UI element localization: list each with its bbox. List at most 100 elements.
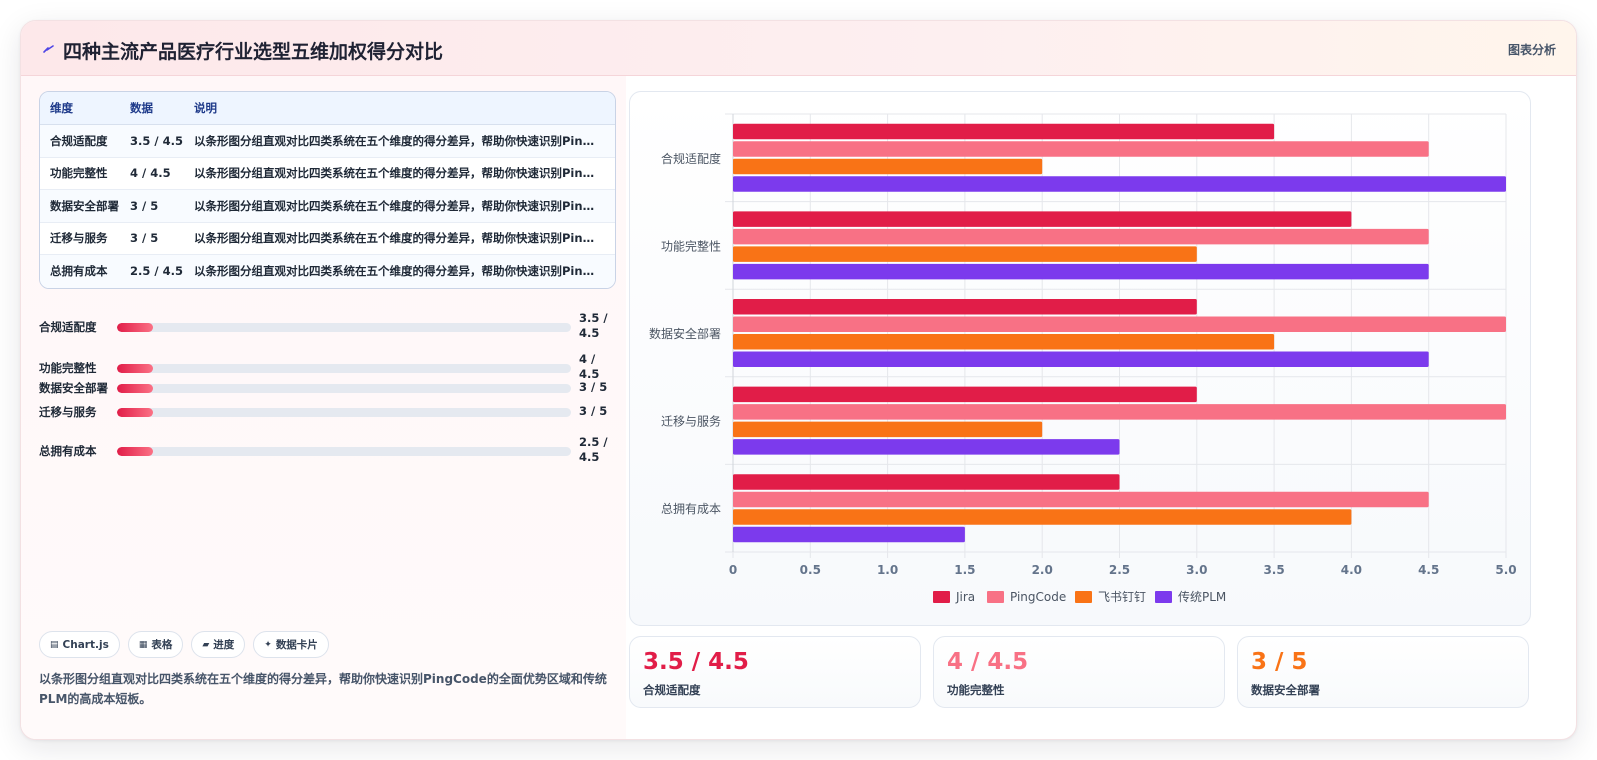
x-tick-label: 1.5 (954, 563, 975, 577)
progress-label: 合规适配度 (39, 320, 97, 334)
x-tick-label: 0 (729, 563, 737, 577)
progress-track (117, 447, 571, 456)
stat-value: 3 / 5 (1251, 649, 1308, 675)
table-row: 迁移与服务 3 / 5 以条形图分组直观对比四类系统在五个维度的得分差异，帮助你快速… (40, 223, 615, 255)
chip[interactable]: ✦ 数据卡片 (253, 631, 329, 658)
chip-icon: ▰ (202, 639, 210, 650)
progress-value: 3.5 / 4.5 (579, 311, 608, 340)
chip-label: Chart.js (62, 638, 109, 651)
bar (733, 299, 1197, 315)
chip[interactable]: ▦ 表格 (127, 631, 184, 658)
bar (733, 228, 1429, 245)
legend-swatch (1155, 591, 1172, 603)
legend-label: PingCode (1010, 590, 1066, 604)
bar (733, 316, 1506, 332)
x-tick-label: 3.0 (1186, 563, 1207, 577)
column-header-note: 说明 (194, 101, 217, 115)
category-label: 总拥有成本 (661, 502, 721, 516)
description-text: 以条形图分组直观对比四类系统在五个维度的得分差异，帮助你快速识别PingCode… (39, 672, 607, 706)
x-tick-label: 2.0 (1032, 563, 1053, 577)
category-label: 功能完整性 (661, 238, 721, 253)
dimension-cell: 总拥有成本 (50, 264, 108, 279)
progress-label: 功能完整性 (39, 361, 97, 375)
x-tick-label: 5.0 (1495, 563, 1516, 577)
note-cell: 以条形图分组直观对比四类系统在五个维度的得分差异，帮助你快速识别PingCode… (194, 166, 615, 181)
legend-swatch (933, 591, 950, 603)
bar (733, 211, 1352, 227)
table-row: 合规适配度 3.5 / 4.5 以条形图分组直观对比四类系统在五个维度的得分差异，帮… (40, 125, 615, 158)
data-table: 维度 数据 说明 合规适配度 3.5 / 4.5 以条形图分组直观对比四类系统在五个… (39, 91, 616, 289)
progress-value: 4 / 4.5 (579, 352, 600, 381)
card-header: 四种主流产品医疗行业选型五维加权得分对比 图表分析 (21, 21, 1576, 76)
grouped-bar-chart: 0 0.5 1.0 1.5 2.0 2.5 3.0 3.5 4.0 4.5 5.0 合规适配度功能完整… (649, 113, 1517, 604)
table-body: 合规适配度 3.5 / 4.5 以条形图分组直观对比四类系统在五个维度的得分差异，帮… (40, 125, 615, 288)
progress-label: 迁移与服务 (39, 405, 97, 419)
category-label: 合规适配度 (661, 151, 721, 166)
progress-fill (117, 323, 154, 332)
table-row: 功能完整性 4 / 4.5 以条形图分组直观对比四类系统在五个维度的得分差异，帮助你… (40, 158, 615, 190)
stat-label: 功能完整性 (947, 683, 1005, 697)
category-label: 数据安全部署 (649, 326, 721, 341)
dimension-cell: 功能完整性 (50, 166, 108, 181)
progress-value: 3 / 5 (579, 404, 608, 418)
dimension-cell: 迁移与服务 (50, 231, 108, 246)
progress-value: 3 / 5 (579, 380, 608, 394)
chip-icon: ▤ (50, 639, 59, 650)
bar (733, 141, 1429, 157)
progress-track (117, 408, 571, 417)
x-tick-label: 2.5 (1109, 563, 1130, 577)
stat-card: 4 / 4.5 功能完整性 (933, 636, 1225, 708)
bar (733, 123, 1275, 140)
chip[interactable]: ▰ 进度 (191, 631, 246, 658)
chart-analysis-tag: 图表分析 (1507, 43, 1556, 57)
bar (733, 439, 1120, 455)
chip-icon: ✦ (264, 639, 272, 650)
stat-label: 合规适配度 (643, 683, 701, 697)
data-cell: 3.5 / 4.5 (130, 133, 183, 148)
data-cell: 4 / 4.5 (130, 166, 171, 181)
chip-label: 进度 (213, 639, 235, 651)
data-cell: 2.5 / 4.5 (130, 264, 183, 279)
chip[interactable]: ▤ Chart.js (39, 631, 120, 658)
bar (733, 509, 1352, 525)
chip-label: 表格 (151, 639, 173, 651)
progress-track (117, 364, 571, 373)
progress-track (117, 323, 571, 332)
note-cell: 以条形图分组直观对比四类系统在五个维度的得分差异，帮助你快速识别PingCode… (194, 231, 615, 246)
legend-label: Jira (955, 590, 975, 604)
note-cell: 以条形图分组直观对比四类系统在五个维度的得分差异，帮助你快速识别PingCode… (194, 198, 615, 213)
dimension-cell: 数据安全部署 (50, 198, 119, 213)
chip-label: 数据卡片 (275, 639, 318, 651)
table-header: 维度 数据 说明 (40, 92, 615, 125)
legend-swatch (987, 591, 1004, 603)
progress-value: 2.5 / 4.5 (579, 435, 608, 464)
stat-value: 4 / 4.5 (947, 649, 1029, 675)
progress-track (117, 384, 571, 393)
legend-swatch (1075, 591, 1092, 603)
category-label: 迁移与服务 (661, 414, 721, 429)
lightning-icon (43, 45, 54, 53)
stat-value: 3.5 / 4.5 (643, 649, 749, 675)
bar (733, 351, 1429, 367)
dashboard-card: 四种主流产品医疗行业选型五维加权得分对比 图表分析 维度 数据 说明 合规适配度… (20, 20, 1577, 740)
data-cell: 3 / 5 (130, 198, 159, 213)
bar (733, 421, 1043, 438)
note-cell: 以条形图分组直观对比四类系统在五个维度的得分差异，帮助你快速识别PingCode… (194, 133, 615, 148)
table-row: 数据安全部署 3 / 5 以条形图分组直观对比四类系统在五个维度的得分差异，帮助你快… (40, 190, 615, 223)
legend-label: 传统PLM (1178, 589, 1226, 604)
progress-label: 总拥有成本 (39, 444, 97, 458)
x-tick-label: 0.5 (800, 563, 821, 577)
x-tick-label: 3.5 (1263, 563, 1284, 577)
table-row: 总拥有成本 2.5 / 4.5 以条形图分组直观对比四类系统在五个维度的得分差异，帮… (40, 255, 615, 288)
stat-card: 3.5 / 4.5 合规适配度 (629, 636, 921, 708)
feature-chips: ▤ Chart.js ▦ 表格 ▰ 进度 ✦ 数据卡片 (39, 631, 329, 658)
note-cell: 以条形图分组直观对比四类系统在五个维度的得分差异，帮助你快速识别PingCode… (194, 264, 615, 279)
progress-fill (117, 408, 154, 417)
data-cell: 3 / 5 (130, 231, 159, 246)
page-title: 四种主流产品医疗行业选型五维加权得分对比 (63, 41, 444, 63)
bar (733, 158, 1043, 175)
progress-fill (117, 447, 154, 456)
bar (733, 526, 965, 543)
stat-label: 数据安全部署 (1251, 683, 1320, 697)
x-tick-label: 4.0 (1341, 563, 1362, 577)
